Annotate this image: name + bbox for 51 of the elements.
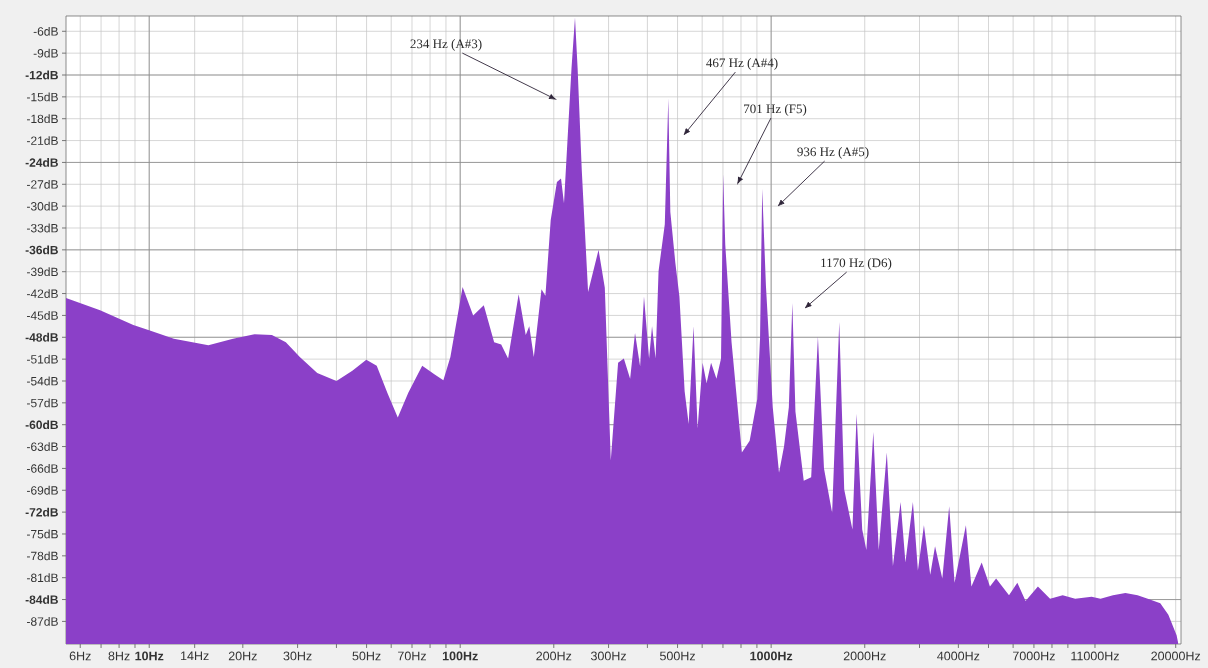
y-tick-label: -18dB: [27, 114, 58, 124]
x-tick-label: 20Hz: [228, 651, 257, 661]
x-tick-label: 4000Hz: [937, 651, 980, 661]
y-tick-label: -36dB: [25, 245, 58, 255]
annotation: 701 Hz (F5): [744, 104, 807, 116]
x-tick-label: 10Hz: [135, 651, 164, 661]
y-tick-label: -42dB: [27, 289, 58, 298]
x-tick-label: 500Hz: [659, 651, 695, 661]
annotation: 936 Hz (A#5): [797, 147, 869, 159]
x-tick-label: 300Hz: [590, 651, 626, 661]
y-tick-label: -87dB: [27, 617, 58, 626]
x-tick-label: 1000Hz: [750, 651, 793, 661]
annotation: 1170 Hz (D6): [821, 258, 892, 270]
y-tick-label: -75dB: [27, 529, 58, 539]
y-tick-label: -81dB: [27, 573, 58, 583]
x-tick-label: 8Hz: [108, 651, 130, 661]
y-tick-label: -39dB: [27, 267, 58, 277]
y-tick-label: -45dB: [27, 311, 58, 320]
y-tick-label: -66dB: [27, 464, 58, 473]
y-tick-label: -12dB: [25, 70, 58, 80]
x-tick-label: 7000Hz: [1013, 651, 1055, 661]
x-tick-label: 70Hz: [398, 651, 426, 661]
annotation: 234 Hz (A#3): [410, 39, 482, 51]
x-tick-label: 14Hz: [181, 651, 209, 661]
y-tick-label: -48dB: [25, 332, 58, 342]
annotation: 467 Hz (A#4): [706, 58, 778, 70]
y-tick-label: -21dB: [27, 136, 58, 145]
x-tick-label: 11000Hz: [1071, 651, 1119, 661]
y-tick-label: -54dB: [27, 376, 58, 386]
x-tick-label: 200Hz: [536, 651, 572, 661]
y-tick-label: -30dB: [27, 201, 58, 211]
y-tick-label: -24dB: [25, 158, 58, 167]
y-tick-label: -69dB: [27, 485, 58, 495]
y-tick-label: -51dB: [27, 354, 58, 364]
y-tick-label: -27dB: [27, 179, 58, 189]
y-tick-label: -60dB: [25, 420, 58, 430]
y-tick-label: -15dB: [27, 92, 58, 102]
y-tick-label: -84dB: [25, 595, 58, 604]
x-tick-label: 50Hz: [352, 651, 381, 661]
y-tick-label: -63dB: [27, 442, 58, 451]
x-tick-label: 20000Hz: [1151, 651, 1201, 661]
y-tick-label: -9dB: [33, 48, 58, 58]
x-tick-label: 100Hz: [442, 651, 478, 661]
x-tick-label: 30Hz: [283, 651, 312, 661]
y-tick-label: -78dB: [27, 551, 58, 561]
y-tick-label: -57dB: [27, 398, 58, 408]
x-tick-label: 6Hz: [69, 651, 91, 661]
y-tick-label: -33dB: [27, 223, 58, 233]
x-tick-label: 2000Hz: [843, 651, 886, 661]
y-tick-label: -72dB: [25, 507, 58, 517]
y-tick-label: -6dB: [33, 26, 58, 36]
